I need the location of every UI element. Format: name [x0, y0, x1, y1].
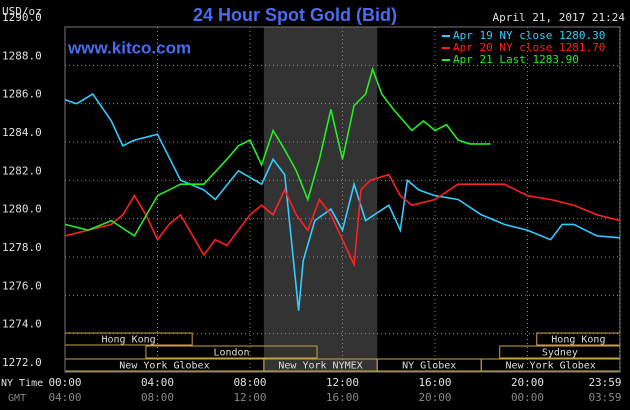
series-line	[64, 93, 621, 311]
x-tick-label-gmt: 16:00	[326, 391, 359, 404]
site-label: www.kitco.com	[67, 38, 191, 57]
y-tick-label: 1280.0	[2, 203, 42, 216]
legend-label: Apr 21 Last 1283.90	[453, 53, 579, 66]
x-tick-label: 04:00	[141, 376, 174, 389]
session-box	[145, 345, 318, 359]
session-label: NY Globex	[402, 361, 456, 372]
x-row-label: NY Time	[1, 378, 43, 389]
y-tick-label: 1272.0	[2, 356, 42, 369]
plot-area: 1290.0 1288.0 1286.0 1284.0 1282.0 1280.0 1278…	[2, 11, 622, 404]
y-tick-label: 1286.0	[2, 88, 42, 101]
session-label: New York Globex	[505, 361, 595, 372]
timestamp: April 21, 2017 21:24	[493, 11, 626, 24]
chart-title: 24 Hour Spot Gold (Bid)	[193, 5, 397, 25]
x-tick-label: 20:00	[511, 376, 544, 389]
series-line	[64, 66, 491, 238]
x-tick-label: 16:00	[418, 376, 451, 389]
x-tick-label-gmt: 04:00	[48, 391, 81, 404]
y-tick-label: 1274.0	[2, 318, 42, 331]
x-tick-label-gmt: 00:00	[511, 391, 544, 404]
x-tick-label: 12:00	[326, 376, 359, 389]
session-label: New York Globex	[119, 361, 209, 372]
y-tick-label: 1276.0	[2, 279, 42, 292]
y-tick-label: 1288.0	[2, 49, 42, 62]
y-tick-label: 1282.0	[2, 164, 42, 177]
session-label: Hong Kong	[551, 335, 605, 346]
legend-label: Apr 19 NY close 1280.30	[453, 29, 605, 42]
session-label: Hong Kong	[102, 335, 156, 346]
y-tick-label: 1278.0	[2, 241, 42, 254]
legend-label: Apr 20 NY close 1281.70	[453, 41, 605, 54]
x-tick-label-gmt: 03:59	[588, 391, 621, 404]
y-tick-label: 1290.0	[2, 11, 42, 24]
y-tick-label: 1284.0	[2, 126, 42, 139]
x-tick-label: 00:00	[48, 376, 81, 389]
series-line	[64, 173, 621, 268]
plot-border	[64, 26, 621, 373]
session-label: Sydney	[542, 348, 578, 359]
x-row-label: GMT	[8, 393, 26, 404]
x-tick-label: 08:00	[233, 376, 266, 389]
session-label: New York NYMEX	[278, 361, 362, 372]
x-tick-label-gmt: 12:00	[233, 391, 266, 404]
x-tick-label-gmt: 20:00	[418, 391, 451, 404]
x-tick-label: 23:59	[588, 376, 621, 389]
session-label: London	[213, 348, 249, 359]
unit-label: USD/oz	[2, 5, 42, 18]
x-tick-label-gmt: 08:00	[141, 391, 174, 404]
